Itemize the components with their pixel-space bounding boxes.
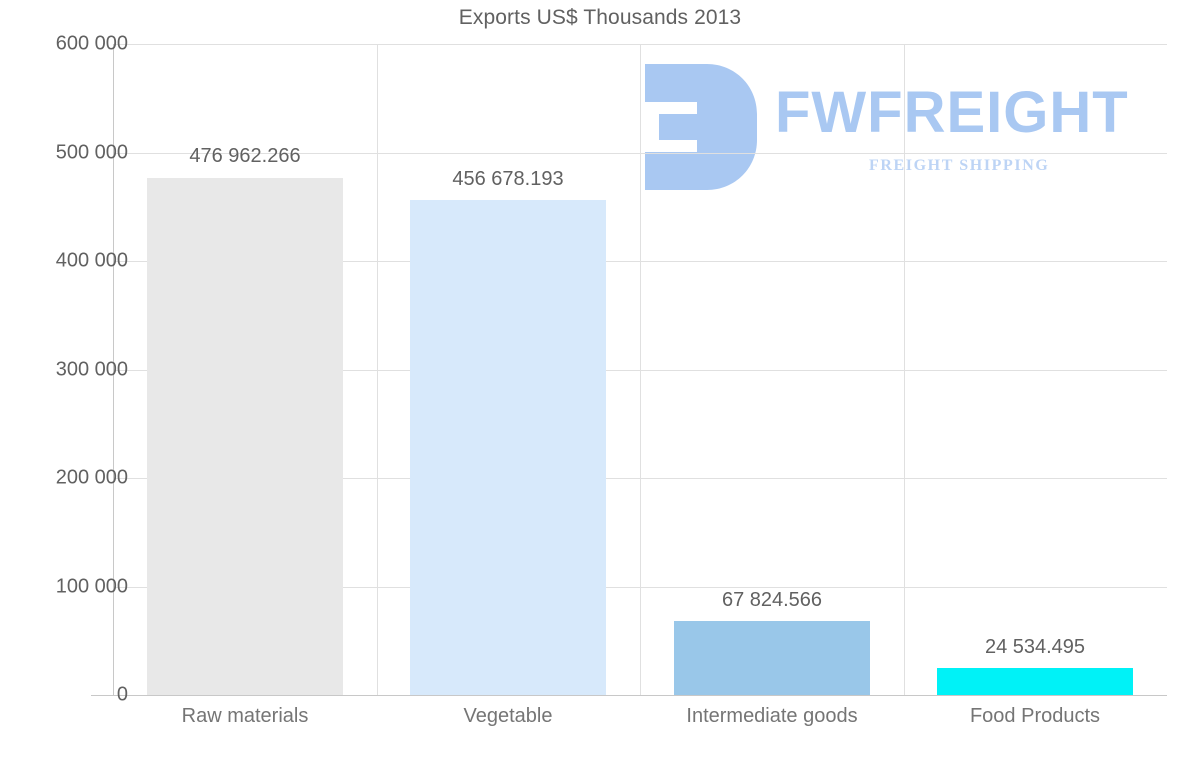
bar-value-label: 456 678.193 [452, 167, 564, 190]
y-tick-label: 500 000 [55, 141, 128, 163]
bar-4[interactable] [937, 668, 1133, 695]
y-tick-label: 0 [116, 683, 128, 706]
chart-title: Exports US$ Thousands 2013 [458, 6, 742, 29]
category-label: Intermediate goods [686, 705, 858, 727]
gridline-vertical [377, 44, 378, 695]
category-label: Vegetable [463, 705, 553, 727]
plot-area [91, 44, 1167, 696]
category-label: Food Products [969, 705, 1101, 727]
bar-3[interactable] [674, 621, 870, 695]
gridline-vertical [904, 44, 905, 695]
bar-1[interactable] [147, 177, 343, 695]
bar-2[interactable] [410, 199, 606, 695]
y-tick-label: 100 000 [55, 575, 128, 597]
category-label: Raw materials [181, 705, 309, 727]
bar-value-label: 24 534.495 [984, 636, 1086, 659]
x-axis-line [91, 695, 1167, 696]
y-tick-label: 300 000 [55, 358, 128, 380]
y-axis-line [113, 44, 114, 696]
y-tick-label: 200 000 [55, 466, 128, 489]
gridline-vertical [640, 44, 641, 695]
bar-value-label: 67 824.566 [721, 589, 823, 612]
y-tick-label: 400 000 [55, 249, 128, 272]
bar-value-label: 476 962.266 [189, 145, 301, 168]
y-tick-label: 600 000 [55, 32, 128, 55]
